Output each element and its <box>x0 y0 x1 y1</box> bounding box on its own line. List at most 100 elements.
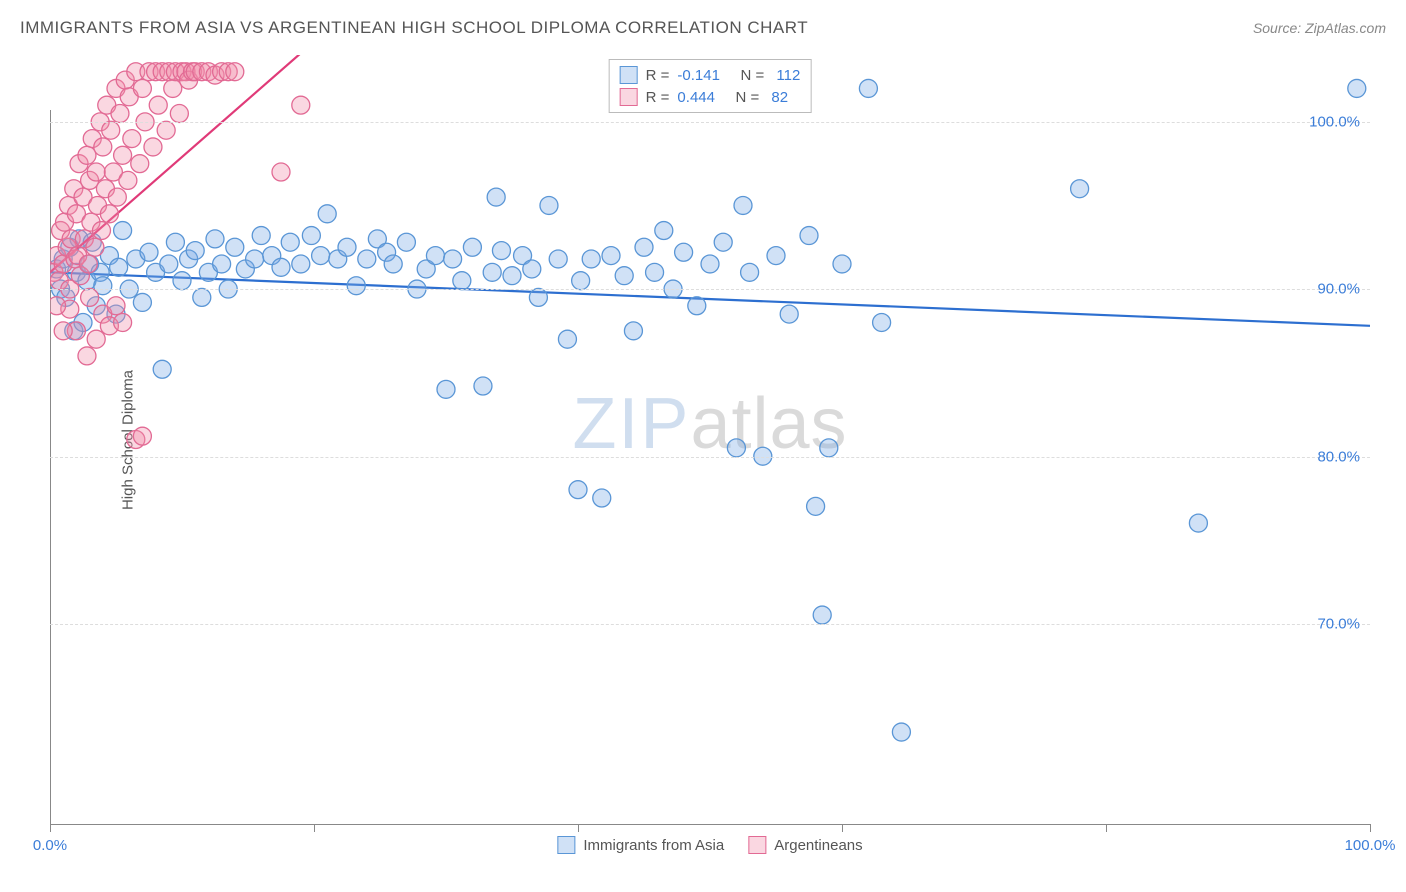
data-point <box>302 227 320 245</box>
data-point <box>483 263 501 281</box>
x-tick <box>314 824 315 832</box>
data-point <box>635 238 653 256</box>
data-point <box>186 242 204 260</box>
data-point <box>727 439 745 457</box>
data-point <box>1071 180 1089 198</box>
x-tick <box>1370 824 1371 832</box>
data-point <box>119 171 137 189</box>
data-point <box>1189 514 1207 532</box>
legend-r-label: R = <box>646 67 670 84</box>
data-point <box>87 163 105 181</box>
data-point <box>170 105 188 123</box>
data-point <box>873 313 891 331</box>
data-point <box>133 293 151 311</box>
data-point <box>701 255 719 273</box>
data-point <box>688 297 706 315</box>
data-point <box>81 288 99 306</box>
data-point <box>87 330 105 348</box>
data-point <box>94 138 112 156</box>
data-point <box>78 146 96 164</box>
data-point <box>615 267 633 285</box>
y-tick-label: 70.0% <box>1317 616 1360 633</box>
legend-n-value: 112 <box>776 67 800 84</box>
data-point <box>114 146 132 164</box>
data-point <box>100 205 118 223</box>
data-point <box>166 233 184 251</box>
data-point <box>529 288 547 306</box>
data-point <box>397 233 415 251</box>
data-point <box>50 297 66 315</box>
gridline <box>50 289 1370 290</box>
chart-title: IMMIGRANTS FROM ASIA VS ARGENTINEAN HIGH… <box>20 18 808 38</box>
legend-r-value: 0.444 <box>677 89 715 106</box>
data-point <box>272 258 290 276</box>
data-point <box>892 723 910 741</box>
data-point <box>149 96 167 114</box>
legend-r-label: R = <box>646 89 670 106</box>
scatter-svg <box>50 55 1370 824</box>
data-point <box>110 258 128 276</box>
x-tick-label: 100.0% <box>1345 837 1396 854</box>
data-point <box>123 130 141 148</box>
data-point <box>540 196 558 214</box>
data-point <box>102 121 120 139</box>
gridline <box>50 122 1370 123</box>
data-point <box>384 255 402 273</box>
data-point <box>582 250 600 268</box>
legend-n-value: 82 <box>771 89 788 106</box>
data-point <box>780 305 798 323</box>
data-point <box>292 96 310 114</box>
data-point <box>292 255 310 273</box>
data-point <box>569 481 587 499</box>
x-tick-label: 0.0% <box>33 837 67 854</box>
data-point <box>463 238 481 256</box>
data-point <box>164 79 182 97</box>
title-bar: IMMIGRANTS FROM ASIA VS ARGENTINEAN HIGH… <box>20 18 1386 38</box>
data-point <box>108 188 126 206</box>
y-tick-label: 100.0% <box>1309 113 1360 130</box>
data-point <box>1348 79 1366 97</box>
data-point <box>78 347 96 365</box>
data-point <box>813 606 831 624</box>
data-point <box>767 247 785 265</box>
data-point <box>646 263 664 281</box>
legend-stats-row: R = 0.444 N = 82 <box>620 86 801 108</box>
data-point <box>54 322 72 340</box>
data-point <box>153 360 171 378</box>
legend-n-label: N = <box>728 67 768 84</box>
data-point <box>558 330 576 348</box>
data-point <box>157 121 175 139</box>
data-point <box>741 263 759 281</box>
data-point <box>487 188 505 206</box>
data-point <box>453 272 471 290</box>
data-point <box>107 297 125 315</box>
data-point <box>86 238 104 256</box>
data-point <box>312 247 330 265</box>
y-tick-label: 90.0% <box>1317 281 1360 298</box>
legend-stats-row: R = -0.141 N = 112 <box>620 64 801 86</box>
data-point <box>226 63 244 81</box>
data-point <box>503 267 521 285</box>
data-point <box>213 255 231 273</box>
legend-stats: R = -0.141 N = 112R = 0.444 N = 82 <box>609 59 812 113</box>
y-tick-label: 80.0% <box>1317 448 1360 465</box>
legend-series-item: Immigrants from Asia <box>557 836 724 854</box>
data-point <box>549 250 567 268</box>
data-point <box>131 155 149 173</box>
data-point <box>474 377 492 395</box>
data-point <box>140 243 158 261</box>
gridline <box>50 457 1370 458</box>
data-point <box>734 196 752 214</box>
data-point <box>133 79 151 97</box>
data-point <box>338 238 356 256</box>
data-point <box>226 238 244 256</box>
data-point <box>675 243 693 261</box>
legend-r-value: -0.141 <box>677 67 720 84</box>
legend-swatch <box>620 88 638 106</box>
data-point <box>492 242 510 260</box>
legend-swatch <box>557 836 575 854</box>
data-point <box>133 427 151 445</box>
legend-swatch <box>620 66 638 84</box>
data-point <box>602 247 620 265</box>
data-point <box>624 322 642 340</box>
